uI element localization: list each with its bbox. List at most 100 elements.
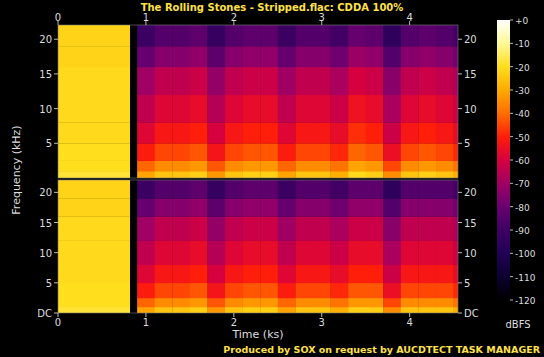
cell (225, 180, 243, 199)
color-bar-tick-label: -80 (515, 203, 530, 213)
cell (225, 283, 243, 298)
background (0, 0, 544, 357)
cell (137, 307, 155, 313)
tick (458, 313, 462, 314)
cell (331, 171, 349, 178)
cell (383, 143, 401, 161)
cell (401, 171, 419, 178)
cell (207, 25, 225, 46)
tick (510, 90, 513, 91)
cell (418, 143, 436, 161)
x-axis-label: Time (ks) (231, 328, 283, 341)
cell (401, 198, 419, 216)
cell (155, 241, 173, 265)
cell (155, 216, 173, 240)
cell (260, 95, 278, 123)
cell (348, 161, 366, 172)
cell (137, 283, 155, 298)
cell (225, 122, 243, 143)
cell (454, 46, 458, 67)
cell (243, 95, 261, 123)
cell (418, 198, 436, 216)
cell (418, 25, 436, 46)
cell (260, 180, 278, 199)
cell (155, 161, 173, 172)
y-tick-label: 10 (464, 248, 477, 259)
color-bar (497, 20, 510, 300)
cell (348, 180, 366, 199)
cell (278, 180, 296, 199)
y-tick-label: 5 (464, 138, 470, 149)
cell (436, 298, 454, 307)
cell (243, 161, 261, 172)
cell (383, 95, 401, 123)
cell (454, 307, 458, 313)
cell (278, 67, 296, 95)
cell (454, 67, 458, 95)
tick (510, 43, 513, 44)
cell (418, 180, 436, 199)
cell (155, 307, 173, 313)
cell (383, 171, 401, 178)
cell (190, 198, 208, 216)
cell (366, 241, 384, 265)
cell (137, 198, 155, 216)
tick (510, 300, 513, 301)
cell (58, 298, 130, 307)
cell (383, 265, 401, 283)
cell (418, 283, 436, 298)
cell (243, 198, 261, 216)
color-bar-tick-label: -100 (515, 249, 536, 259)
tick (54, 108, 58, 109)
cell (207, 171, 225, 178)
cell (225, 216, 243, 240)
cell (58, 265, 130, 283)
cell (295, 298, 313, 307)
tick (510, 276, 513, 277)
cell (225, 265, 243, 283)
cell (260, 143, 278, 161)
cell (401, 180, 419, 199)
cell (58, 95, 130, 123)
cell (190, 161, 208, 172)
cell (243, 171, 261, 178)
tick (458, 39, 462, 40)
cell (278, 25, 296, 46)
tick (458, 282, 462, 283)
cell (348, 122, 366, 143)
cell (130, 95, 137, 123)
y-tick-label: 15 (464, 69, 477, 80)
cell (436, 143, 454, 161)
cell (137, 161, 155, 172)
cell (243, 298, 261, 307)
cell (207, 46, 225, 67)
cell (295, 143, 313, 161)
cell (331, 298, 349, 307)
cell (260, 122, 278, 143)
tick (458, 108, 462, 109)
cell (366, 298, 384, 307)
cell (130, 25, 137, 46)
cell (260, 198, 278, 216)
cell (366, 216, 384, 240)
cell (366, 67, 384, 95)
cell (436, 95, 454, 123)
cell (295, 46, 313, 67)
tick (54, 252, 58, 253)
cell (383, 198, 401, 216)
x-tick-label: 4 (406, 317, 412, 328)
cell (295, 122, 313, 143)
cell (401, 161, 419, 172)
color-bar-tick-label: -30 (515, 86, 530, 96)
cell (278, 216, 296, 240)
cell (401, 307, 419, 313)
cell (366, 198, 384, 216)
cell (436, 241, 454, 265)
cell (401, 67, 419, 95)
cell (418, 307, 436, 313)
chart: The Rolling Stones - Stripped.flac: CDDA… (0, 0, 544, 357)
cell (331, 198, 349, 216)
cell (366, 180, 384, 199)
y-tick-label: DC (37, 308, 52, 319)
cell (278, 307, 296, 313)
